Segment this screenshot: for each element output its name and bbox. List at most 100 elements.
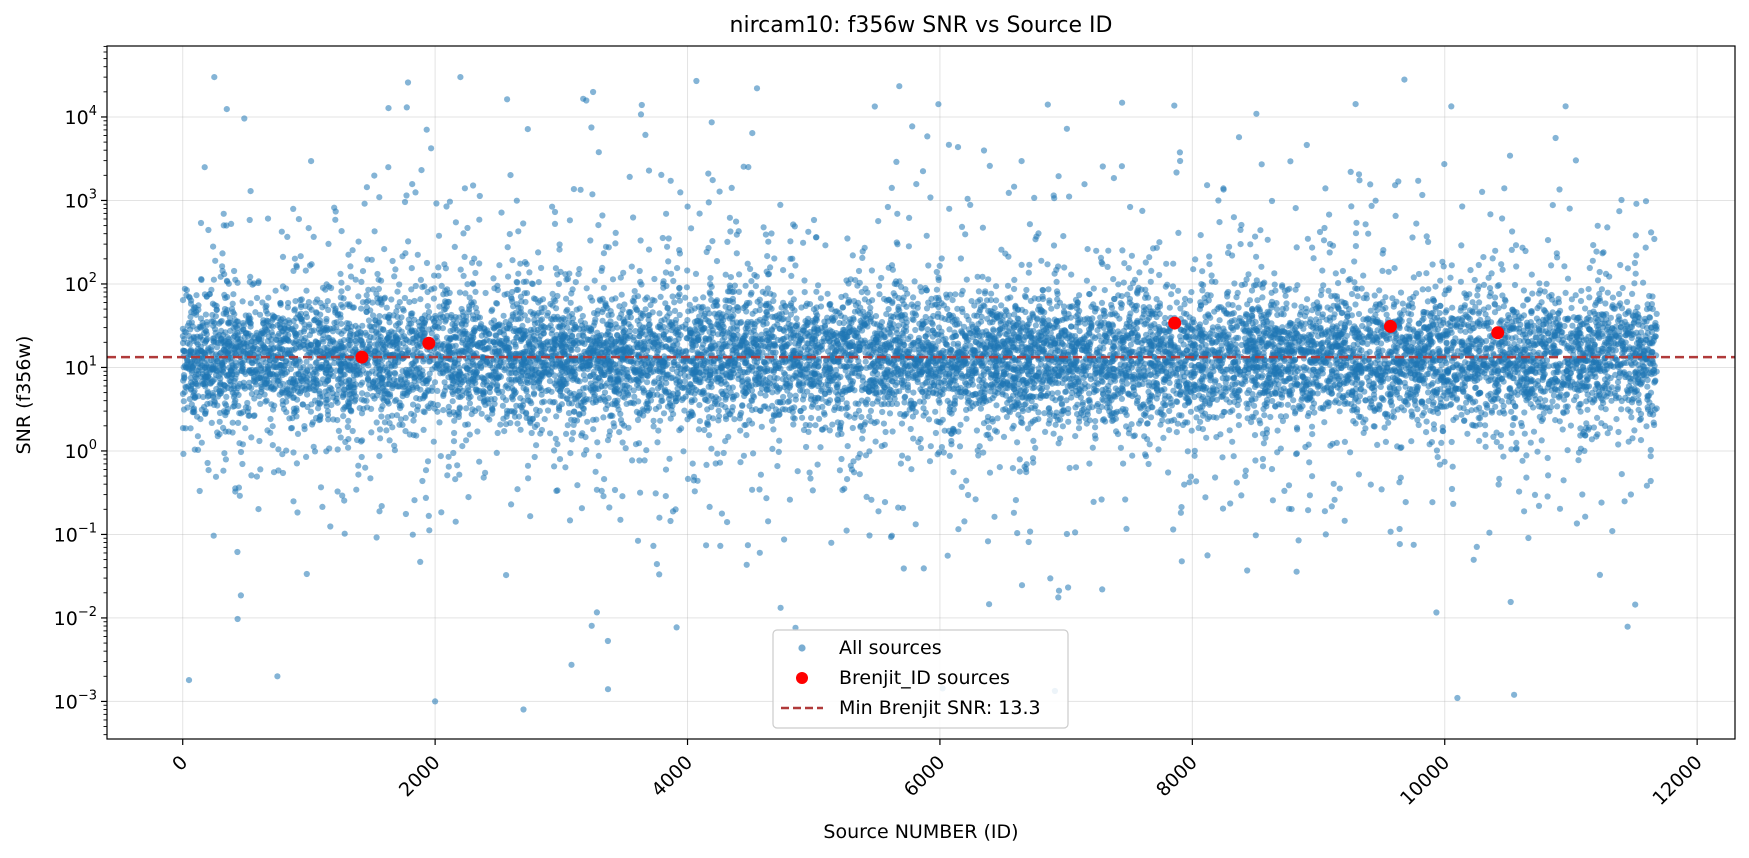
data-point bbox=[1527, 439, 1534, 446]
data-point bbox=[985, 424, 993, 431]
data-point bbox=[408, 265, 415, 272]
data-point bbox=[1230, 214, 1237, 221]
data-point bbox=[844, 476, 851, 483]
data-point bbox=[1099, 586, 1106, 593]
data-point bbox=[1176, 412, 1183, 419]
data-point bbox=[620, 269, 627, 276]
data-point bbox=[764, 253, 771, 260]
data-point bbox=[612, 240, 619, 247]
data-point bbox=[1579, 491, 1586, 498]
data-point bbox=[963, 477, 970, 484]
data-point bbox=[1531, 491, 1539, 498]
data-point bbox=[383, 304, 390, 311]
data-point bbox=[1290, 404, 1297, 411]
data-point bbox=[803, 443, 810, 451]
data-point bbox=[451, 429, 458, 437]
data-point bbox=[986, 601, 993, 608]
data-point bbox=[858, 414, 865, 421]
data-point bbox=[912, 326, 919, 334]
data-point bbox=[1226, 243, 1233, 250]
data-point bbox=[1348, 203, 1355, 210]
data-point bbox=[376, 194, 383, 201]
data-point bbox=[501, 428, 508, 435]
data-point bbox=[716, 188, 723, 195]
data-point bbox=[1146, 254, 1153, 261]
data-point bbox=[1489, 255, 1496, 262]
data-point bbox=[1549, 398, 1556, 405]
data-point bbox=[205, 467, 212, 474]
data-point bbox=[660, 410, 668, 417]
data-point bbox=[1005, 189, 1012, 196]
data-point bbox=[1009, 465, 1017, 472]
data-point bbox=[628, 263, 635, 270]
data-point bbox=[1500, 453, 1507, 460]
data-point bbox=[359, 299, 366, 306]
data-point bbox=[604, 637, 612, 645]
data-point bbox=[1423, 270, 1430, 277]
data-point bbox=[1181, 301, 1188, 308]
data-point bbox=[362, 464, 369, 471]
data-point bbox=[474, 428, 481, 435]
data-point bbox=[855, 267, 863, 275]
data-point bbox=[1544, 237, 1552, 244]
data-point bbox=[509, 396, 516, 403]
data-point bbox=[201, 164, 208, 171]
data-point bbox=[220, 467, 227, 474]
data-point bbox=[452, 518, 459, 525]
data-point bbox=[497, 421, 504, 428]
data-point bbox=[600, 493, 607, 500]
data-point bbox=[824, 290, 831, 297]
data-point bbox=[196, 487, 203, 495]
data-point bbox=[799, 396, 807, 403]
data-point bbox=[787, 238, 794, 245]
data-point bbox=[1433, 447, 1440, 454]
data-point bbox=[1512, 403, 1519, 410]
data-point bbox=[1230, 453, 1237, 460]
data-point bbox=[946, 205, 953, 212]
data-point bbox=[1110, 276, 1117, 283]
data-point bbox=[1092, 424, 1099, 431]
data-point bbox=[1253, 253, 1260, 260]
data-point bbox=[500, 312, 507, 319]
data-point bbox=[1084, 246, 1091, 253]
data-point bbox=[370, 286, 377, 293]
data-point bbox=[302, 267, 309, 274]
data-point bbox=[417, 558, 424, 566]
data-point bbox=[878, 274, 885, 282]
data-point bbox=[310, 233, 317, 240]
data-point bbox=[1352, 301, 1359, 308]
data-point bbox=[359, 437, 366, 444]
data-point bbox=[670, 277, 677, 285]
data-point bbox=[1304, 296, 1311, 303]
data-point bbox=[1272, 287, 1279, 294]
data-point bbox=[1059, 423, 1066, 430]
data-point bbox=[1327, 442, 1334, 449]
data-point bbox=[1043, 384, 1050, 391]
data-point bbox=[388, 296, 395, 303]
data-point bbox=[1279, 417, 1286, 425]
data-point bbox=[936, 262, 943, 269]
data-point bbox=[531, 453, 538, 461]
data-point bbox=[541, 416, 548, 423]
data-point bbox=[524, 126, 531, 133]
data-point bbox=[1231, 280, 1238, 287]
data-point bbox=[1615, 441, 1622, 448]
data-point bbox=[1465, 314, 1472, 321]
data-point bbox=[1304, 235, 1311, 242]
data-point bbox=[193, 292, 200, 299]
data-point bbox=[1322, 531, 1329, 538]
data-point bbox=[1099, 163, 1106, 170]
data-point bbox=[457, 266, 464, 273]
data-point bbox=[450, 438, 458, 445]
data-point bbox=[938, 444, 946, 451]
data-point bbox=[800, 239, 807, 246]
data-point bbox=[1309, 473, 1316, 480]
data-point bbox=[1326, 211, 1333, 218]
data-point bbox=[684, 267, 691, 274]
data-point bbox=[325, 416, 332, 423]
data-point bbox=[1487, 211, 1494, 218]
data-point bbox=[933, 286, 941, 293]
data-point bbox=[1470, 556, 1477, 563]
data-point bbox=[920, 412, 927, 419]
